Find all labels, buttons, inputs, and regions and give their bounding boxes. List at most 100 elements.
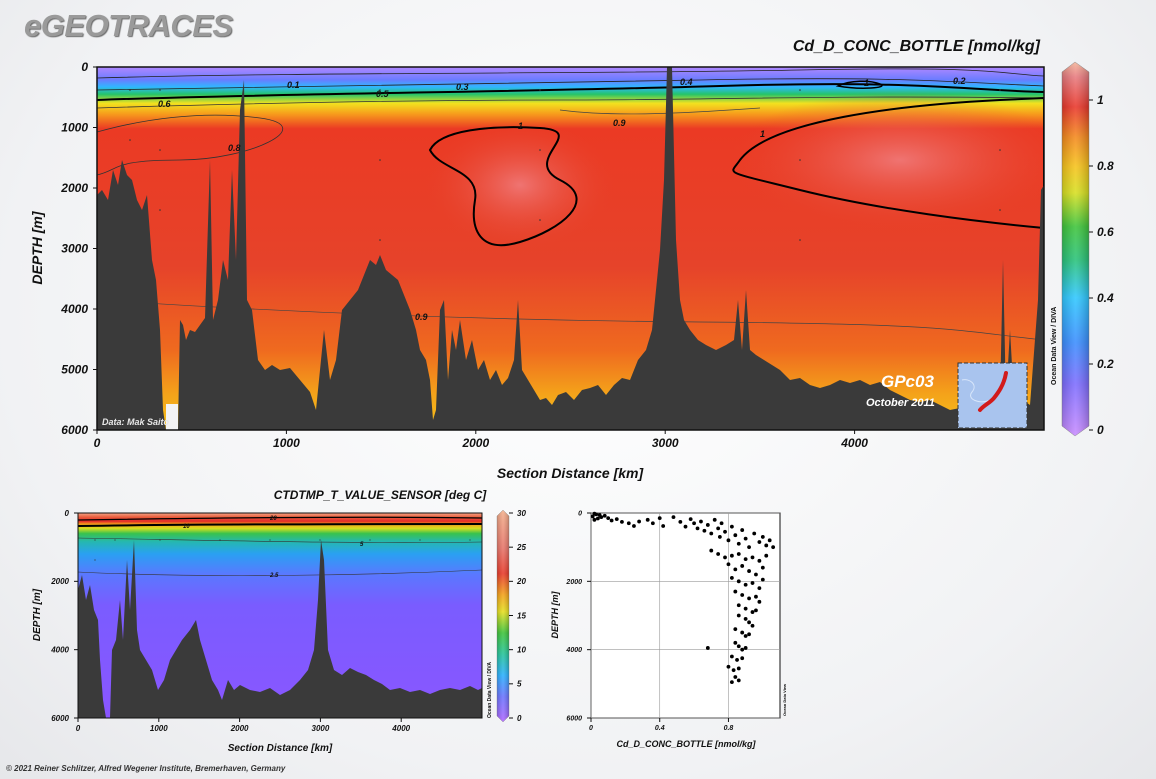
scatter-point <box>733 589 738 594</box>
scatter-point <box>695 526 700 531</box>
contour-1-west <box>428 126 578 247</box>
x-tick-label: 4000 <box>840 436 868 450</box>
scatter-point <box>743 582 748 587</box>
scatter-point <box>740 630 745 635</box>
x-tick-label: 2000 <box>461 436 489 450</box>
x-tick-label: 3000 <box>312 724 330 733</box>
contour-1-east <box>732 96 1044 230</box>
scatter-point <box>736 552 741 556</box>
scatter-point <box>590 514 595 519</box>
contour-label-20: 20 <box>269 516 277 522</box>
temperature-x-axis-label: Section Distance [km] <box>228 743 333 754</box>
copyright-text: © 2021 Reiner Schlitzer, Alfred Wegener … <box>6 764 286 773</box>
scatter-side-label: Ocean Data View <box>782 683 787 716</box>
contour-0.9-upper <box>559 107 761 115</box>
temperature-chart-title: CTDTMP_T_VALUE_SENSOR [deg C] <box>273 488 487 502</box>
scatter-point <box>731 668 736 673</box>
colorbar-tick-label: 10 <box>517 645 526 654</box>
scatter-point <box>754 594 758 599</box>
scatter-point <box>729 524 734 529</box>
contour-label-0.9-deep: 0.9 <box>415 312 428 322</box>
scatter-point <box>657 516 662 521</box>
cd-y-axis-label: DEPTH [m] <box>29 210 45 284</box>
y-tick-label: 4000 <box>60 302 88 316</box>
scatter-point <box>602 513 607 518</box>
scatter-point <box>740 593 745 597</box>
temperature-colorbar: 0 5 10 15 20 25 30 <box>496 509 526 723</box>
scatter-point <box>632 524 636 528</box>
y-tick-label: 0 <box>578 510 582 517</box>
scatter-point <box>754 608 758 613</box>
scatter-point <box>717 535 722 539</box>
scatter-x-axis-label: Cd_D_CONC_BOTTLE [nmol/kg] <box>616 739 756 749</box>
cd-profile-scatter: 0 0.4 0.8 0 2000 4000 6000 Cd_D_CONC_BOTTLE [n… <box>550 510 787 749</box>
x-tick-label: 2000 <box>230 724 249 733</box>
scatter-point <box>716 552 721 556</box>
scatter-point <box>671 515 676 519</box>
scatter-plot-frame <box>590 512 781 719</box>
scatter-point <box>637 519 642 524</box>
scatter-point <box>743 606 748 611</box>
scatter-point <box>743 557 748 562</box>
scatter-point <box>736 579 741 584</box>
scatter-point <box>726 562 731 567</box>
scatter-point <box>747 620 751 625</box>
scatter-point <box>661 524 666 528</box>
scatter-point <box>733 627 738 632</box>
scatter-point <box>757 599 762 604</box>
temperature-section-plot: 20 10 5 2.5 0 1000 2000 3000 4000 0 2000 4000 60… <box>32 509 526 754</box>
scatter-point <box>733 640 738 645</box>
colorbar-tick-label: 15 <box>517 611 526 620</box>
contour-0.1 <box>97 68 1044 79</box>
scatter-point <box>729 654 734 659</box>
scatter-point <box>771 545 776 550</box>
x-tick-label: 0 <box>94 436 101 450</box>
contour-label-1-surface: 1 <box>864 78 869 88</box>
contour-2.5 <box>78 569 482 576</box>
scatter-point <box>757 540 762 544</box>
contour-label-0.8: 0.8 <box>228 143 241 153</box>
scatter-point <box>747 545 751 550</box>
colorbar-tick-label: 0.8 <box>1097 159 1114 173</box>
temperature-side-label: Ocean Data View / DIVA <box>487 662 493 718</box>
scatter-point <box>740 528 745 532</box>
data-credit: Data: Mak Saito <box>102 417 170 427</box>
seafloor-gap <box>166 404 178 430</box>
scatter-point <box>740 647 745 652</box>
colorbar-tick-label: 5 <box>517 680 522 689</box>
cd-side-label: Ocean Data View / DIVA <box>1051 307 1058 385</box>
scatter-y-axis-label: DEPTH [m] <box>550 590 560 638</box>
y-tick-label: 2000 <box>565 579 582 586</box>
y-tick-label: 2000 <box>60 181 88 195</box>
y-tick-label: 2000 <box>50 577 69 586</box>
scatter-point <box>743 617 748 621</box>
scatter-point <box>705 646 710 650</box>
x-tick-label: 0 <box>589 725 593 732</box>
colorbar-tick-label: 0.6 <box>1097 225 1114 239</box>
contour-1-surface <box>835 80 883 89</box>
colorbar-tick-label: 25 <box>516 543 526 552</box>
scatter-point <box>723 555 727 560</box>
temperature-plot-frame <box>77 512 483 719</box>
scatter-point <box>609 518 614 523</box>
scatter-point <box>620 519 624 524</box>
colorbar-tick-label: 0.2 <box>1097 357 1114 371</box>
contour-label-0.9-upper: 0.9 <box>613 118 626 128</box>
cd-colorbar: 0 0.2 0.4 0.6 0.8 1 <box>1061 61 1114 437</box>
scatter-point <box>740 564 745 568</box>
scatter-point <box>760 577 765 582</box>
scatter-point <box>760 535 765 539</box>
scatter-point <box>743 536 748 541</box>
scatter-point <box>764 543 769 548</box>
x-tick-label: 1000 <box>273 436 300 450</box>
scatter-point <box>743 646 748 650</box>
scatter-point <box>699 519 703 524</box>
contour-5 <box>78 537 482 543</box>
scatter-point <box>752 531 757 536</box>
scatter-point <box>729 553 734 558</box>
scatter-point <box>740 656 745 661</box>
colorbar-tick-label: 30 <box>517 509 526 518</box>
scatter-point <box>729 680 734 685</box>
x-tick-label: 0 <box>76 724 81 733</box>
scatter-point <box>726 538 731 543</box>
